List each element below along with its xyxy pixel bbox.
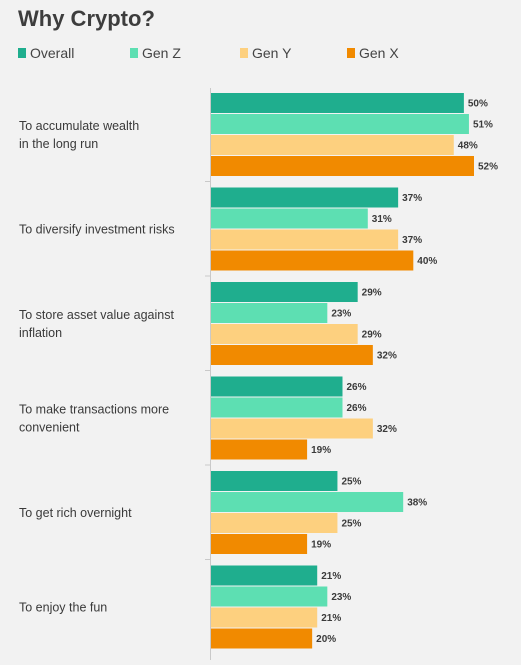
data-label: 38%: [407, 498, 427, 509]
data-label: 21%: [321, 613, 341, 624]
data-label: 37%: [402, 193, 422, 204]
data-label: 20%: [316, 634, 336, 645]
bar: [211, 250, 414, 271]
bar: [211, 187, 399, 208]
legend-swatch: [130, 48, 138, 58]
bar: [211, 345, 373, 365]
data-label: 23%: [331, 309, 351, 320]
bar: [211, 229, 399, 250]
bar: [211, 492, 404, 512]
bar: [211, 439, 308, 460]
legend-item: Gen Z: [130, 45, 181, 61]
bar: [211, 628, 313, 649]
bar: [211, 114, 469, 134]
data-label: 32%: [377, 351, 397, 362]
data-label: 31%: [372, 214, 392, 225]
category-label: To get rich overnight: [19, 506, 132, 520]
legend-item: Overall: [18, 45, 74, 61]
data-label: 32%: [377, 424, 397, 435]
data-label: 26%: [347, 382, 367, 393]
data-label: 29%: [362, 288, 382, 299]
bar: [211, 471, 338, 491]
data-label: 26%: [347, 403, 367, 414]
legend-label: Overall: [30, 45, 75, 61]
bar: [211, 376, 343, 397]
bar: [211, 324, 358, 344]
data-label: 29%: [362, 330, 382, 341]
category-label: To store asset value against: [19, 308, 174, 322]
data-label: 51%: [473, 120, 493, 131]
legend-label: Gen Y: [252, 45, 292, 61]
category-label: inflation: [19, 326, 62, 340]
bar: [211, 565, 318, 586]
bar: [211, 282, 358, 302]
bar: [211, 513, 338, 533]
category-label: To enjoy the fun: [19, 601, 107, 615]
bar: [211, 586, 328, 607]
data-label: 50%: [468, 99, 488, 110]
data-label: 40%: [417, 256, 437, 267]
data-label: 23%: [331, 592, 351, 603]
bar: [211, 397, 343, 418]
bar: [211, 418, 373, 439]
data-label: 37%: [402, 235, 422, 246]
chart-title: Why Crypto?: [18, 6, 155, 31]
bar: [211, 135, 454, 155]
data-label: 52%: [478, 162, 498, 173]
legend-swatch: [347, 48, 355, 58]
legend-swatch: [240, 48, 248, 58]
data-label: 19%: [311, 540, 331, 551]
bar: [211, 607, 318, 628]
data-label: 19%: [311, 445, 331, 456]
category-label: To make transactions more: [19, 403, 169, 417]
data-label: 21%: [321, 571, 341, 582]
legend-label: Gen X: [359, 45, 399, 61]
bar: [211, 208, 368, 229]
legend-swatch: [18, 48, 26, 58]
data-label: 25%: [341, 519, 361, 530]
legend-label: Gen Z: [142, 45, 181, 61]
category-label: To diversify investment risks: [19, 223, 175, 237]
bar: [211, 534, 308, 554]
bar: [211, 93, 464, 113]
category-label: convenient: [19, 421, 80, 435]
category-label: in the long run: [19, 137, 98, 151]
bar: [211, 156, 474, 176]
data-label: 48%: [458, 141, 478, 152]
legend-item: Gen Y: [240, 45, 291, 61]
category-label: To accumulate wealth: [19, 119, 139, 133]
data-label: 25%: [341, 477, 361, 488]
legend-item: Gen X: [347, 45, 399, 61]
legend: Overall Gen Z Gen Y Gen X: [18, 45, 518, 65]
bar: [211, 303, 328, 323]
